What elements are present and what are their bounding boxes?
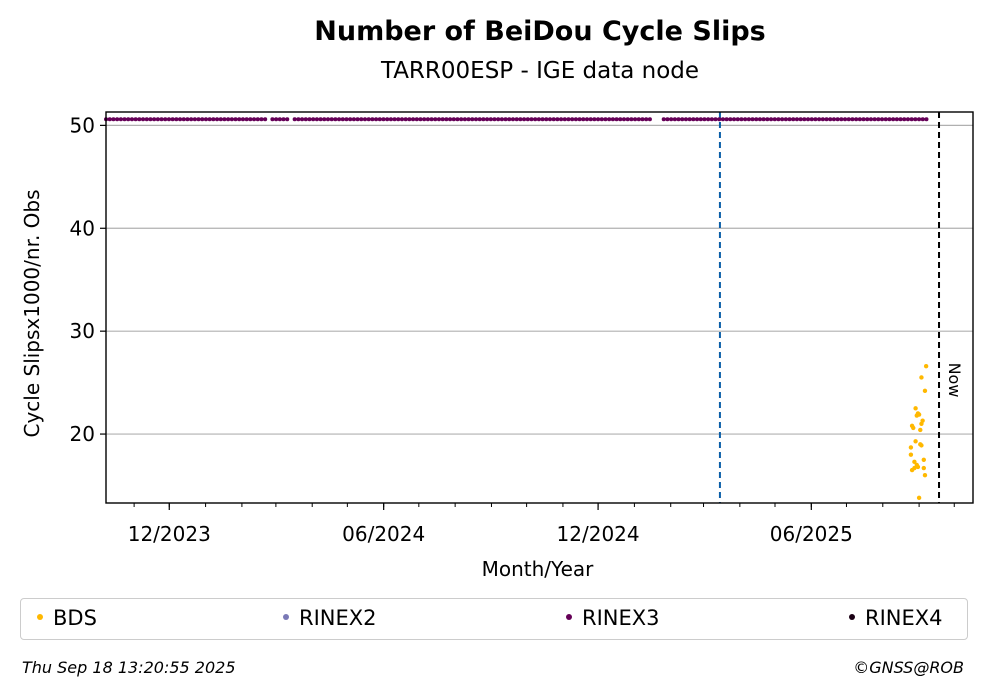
- data-point-bds: [911, 425, 916, 431]
- x-axis-label: Month/Year: [482, 557, 595, 581]
- x-tick-label: 12/2024: [557, 522, 640, 546]
- data-point-bds: [922, 473, 928, 478]
- data-point-bds: [908, 445, 914, 450]
- data-point-bds: [913, 406, 918, 411]
- legend-marker-bds: [37, 614, 43, 620]
- data-point-bds: [920, 418, 925, 423]
- legend-marker-rinex4: [849, 614, 855, 620]
- data-point-bds: [912, 465, 917, 471]
- data-point-bds: [919, 443, 924, 448]
- y-tick-label: 20: [70, 422, 95, 446]
- y-axis-label: Cycle Slipsx1000/nr. Obs: [20, 189, 44, 437]
- data-point-bds: [916, 412, 922, 417]
- legend-item-rinex4: RINEX4: [849, 606, 943, 630]
- chart-subtitle: TARR00ESP - IGE data node: [380, 58, 700, 84]
- data-point-bds: [913, 439, 918, 444]
- legend: BDS RINEX2 RINEX3 RINEX4: [20, 598, 968, 640]
- data-point-bds: [916, 495, 922, 501]
- legend-marker-rinex3: [566, 614, 572, 620]
- footer-credit: ©GNSS@ROB: [853, 658, 964, 677]
- data-point-bds: [918, 427, 923, 433]
- legend-label-bds: BDS: [53, 606, 97, 630]
- data-point-bds: [921, 457, 926, 462]
- chart-canvas: 20 30 40 50 12/2023 06/2024 12/2024 06/2025 Mont…: [20, 111, 974, 581]
- data-point-bds: [908, 452, 914, 457]
- legend-item-rinex3: RINEX3: [566, 606, 660, 630]
- legend-item-bds: BDS: [37, 606, 97, 630]
- y-tick-label: 40: [70, 216, 95, 240]
- data-point-bds: [915, 464, 921, 470]
- data-point-bds: [912, 459, 917, 465]
- x-tick-label: 06/2024: [342, 522, 425, 546]
- footer-timestamp: Thu Sep 18 13:20:55 2025: [22, 658, 236, 677]
- legend-label-rinex4: RINEX4: [865, 606, 943, 630]
- y-tick-label: 50: [70, 113, 95, 137]
- chart-title: Number of BeiDou Cycle Slips: [314, 16, 766, 47]
- now-label: Now: [945, 363, 964, 398]
- legend-label-rinex2: RINEX2: [299, 606, 377, 630]
- x-tick-label: 06/2025: [770, 522, 853, 546]
- legend-label-rinex3: RINEX3: [582, 606, 660, 630]
- legend-item-rinex2: RINEX2: [283, 606, 377, 630]
- y-tick-label: 30: [70, 319, 95, 343]
- plot-frame: [105, 111, 974, 504]
- x-tick-label: 12/2023: [128, 522, 211, 546]
- data-point-bds: [922, 388, 928, 394]
- data-point-bds: [923, 363, 929, 369]
- legend-marker-rinex2: [283, 614, 289, 620]
- data-point-bds: [921, 465, 926, 471]
- data-point-bds: [919, 375, 924, 380]
